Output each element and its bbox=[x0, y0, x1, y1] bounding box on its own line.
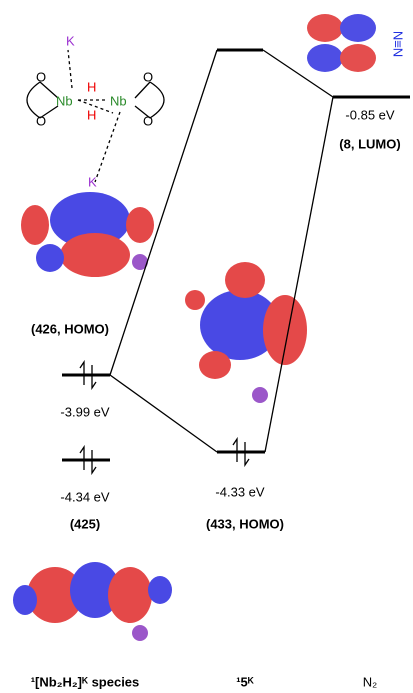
energy-label: -0.85 eV bbox=[345, 107, 394, 122]
orbital-label: (8, LUMO) bbox=[339, 136, 400, 151]
atom: O bbox=[143, 113, 153, 128]
atom: O bbox=[143, 69, 153, 84]
energy-label: -4.33 eV bbox=[215, 484, 264, 499]
orbital-426 bbox=[21, 192, 154, 277]
column-label: ¹[Nb₂H₂]ᴷ species bbox=[31, 674, 140, 689]
mo-diagram: K Nb H Nb H K O O O O N≡N - bbox=[0, 0, 413, 693]
atom: Nb bbox=[110, 93, 127, 108]
orbital-n2 bbox=[307, 14, 376, 72]
atom: O bbox=[36, 69, 46, 84]
orbital-425 bbox=[13, 562, 172, 641]
orbital-433 bbox=[185, 262, 307, 403]
orbital-label: (425) bbox=[70, 516, 100, 531]
energy-label: -3.99 eV bbox=[60, 404, 109, 419]
n2-symbol: N≡N bbox=[391, 31, 406, 57]
orbital-label: (433, HOMO) bbox=[206, 516, 284, 531]
atom: H bbox=[87, 107, 96, 122]
atom: H bbox=[87, 79, 96, 94]
atom: K bbox=[88, 174, 97, 189]
atom: O bbox=[36, 113, 46, 128]
structure: K Nb H Nb H K O O O O bbox=[27, 33, 164, 189]
atom: K bbox=[66, 33, 75, 48]
correlation-lines bbox=[110, 50, 333, 452]
energy-label: -4.34 eV bbox=[60, 489, 109, 504]
atom: Nb bbox=[56, 93, 73, 108]
orbital-label: (426, HOMO) bbox=[31, 321, 109, 336]
column-label: N₂ bbox=[363, 674, 377, 689]
column-label: ¹5ᴷ bbox=[236, 674, 255, 689]
